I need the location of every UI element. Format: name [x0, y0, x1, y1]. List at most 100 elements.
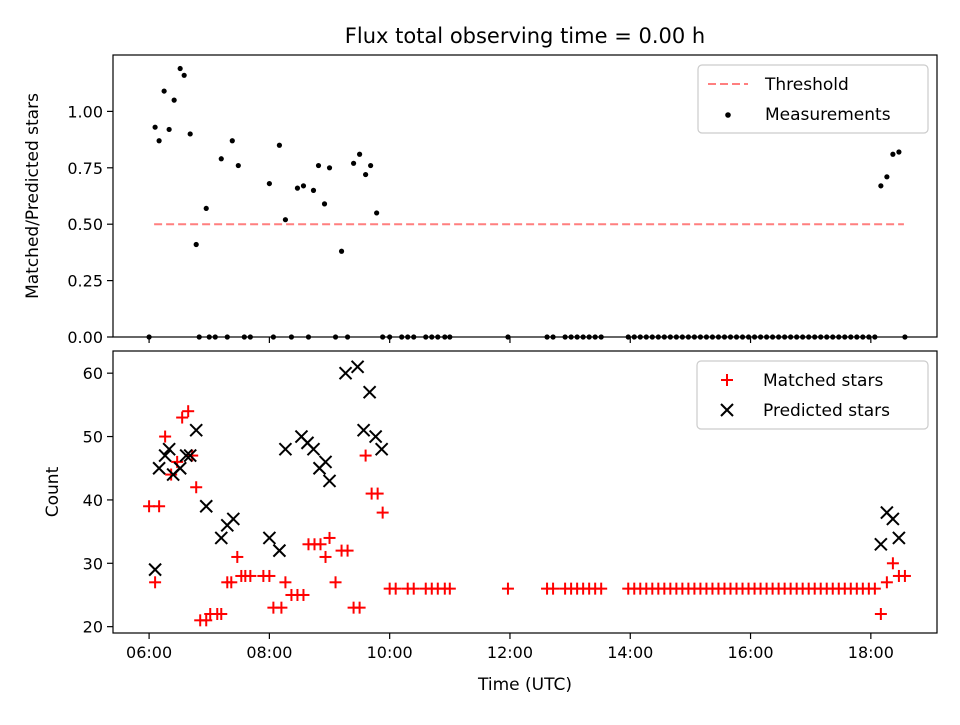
y-axis-label-count: Count: [43, 466, 63, 517]
top-ytick-label: 0.00: [67, 328, 103, 347]
bottom-xtick-label: 10:00: [367, 643, 413, 662]
predicted-star-point: [272, 543, 287, 558]
predicted-star-point: [173, 461, 187, 475]
measurement-point: [276, 142, 283, 148]
measurement-point: [363, 171, 369, 178]
bottom-ytick-label: 60: [83, 364, 103, 383]
measurement-point: [203, 205, 209, 212]
top-axis-ticks: 0.00 0.25 0.50 0.75 1.00: [67, 102, 872, 347]
measurement-point: [338, 248, 345, 254]
predicted-star-point: [278, 442, 293, 456]
matched-star-point: [353, 601, 366, 614]
matched-star-point: [153, 500, 166, 513]
predicted-star-point: [162, 442, 176, 456]
predicted-star-point: [338, 366, 353, 380]
measurement-point: [315, 162, 322, 169]
top-ytick-label: 0.50: [67, 215, 103, 234]
matched-star-point: [176, 411, 189, 424]
measurement-point: [321, 201, 328, 207]
measurement-point: [878, 183, 884, 189]
predicted-star-point: [318, 455, 333, 469]
matched-star-point: [886, 557, 899, 570]
matched-star-point: [407, 582, 420, 595]
measurement-point: [282, 217, 289, 223]
predicted-star-point: [179, 448, 193, 463]
matched-star-point: [200, 614, 213, 627]
matched-star-point: [143, 500, 156, 513]
measurement-point: [294, 185, 301, 191]
measurement-point: [884, 174, 890, 180]
bottom-xtick-label: 12:00: [487, 643, 533, 662]
y-axis-label-ratio: Matched/Predicted stars: [23, 93, 43, 299]
predicted-star-point: [189, 423, 203, 437]
bottom-ytick-label: 50: [83, 428, 103, 447]
predicted-star-point: [214, 531, 228, 545]
bottom-legend: Matched stars Predicted stars: [696, 360, 929, 430]
predicted-star-point: [262, 531, 277, 545]
bottom-axis-ticks: 20 30 40 50 60 06:00 08:00 10:00 12:00 14:00 16:00…: [83, 364, 894, 662]
matched-star-point: [182, 405, 195, 418]
measurement-point: [181, 72, 187, 78]
matched-star-point: [389, 582, 402, 595]
matched-star-point: [371, 487, 384, 500]
measurement-point: [374, 210, 380, 216]
matched-star-point: [186, 449, 199, 462]
predicted-star-point: [148, 562, 162, 577]
x-axis-label-time: Time (UTC): [477, 675, 572, 695]
measurement-point: [896, 149, 902, 155]
matched-star-point: [595, 582, 608, 595]
matched-star-point: [376, 506, 389, 519]
measurement-point: [171, 97, 177, 103]
measurement-point: [368, 162, 374, 169]
bottom-axes-frame: [112, 350, 938, 634]
matched-star-point: [215, 607, 228, 620]
measurement-point: [300, 183, 307, 189]
matched-star-point: [159, 430, 172, 443]
predicted-star-point: [350, 360, 365, 374]
chart-title: Flux total observing time = 0.00 h: [345, 24, 705, 48]
matched-star-point: [359, 449, 372, 462]
top-ytick-label: 1.00: [67, 102, 103, 121]
top-legend: Threshold Measurements: [697, 64, 929, 134]
predicted-star-point: [183, 448, 197, 463]
predicted-star-point: [374, 442, 389, 456]
matched-star-point: [231, 550, 244, 563]
legend-matched-label: Matched stars: [763, 371, 883, 391]
matched-star-point: [244, 569, 257, 582]
matched-star-point: [323, 531, 336, 544]
measurement-point: [161, 88, 167, 94]
matched-star-point: [341, 544, 354, 557]
predicted-star-point: [362, 385, 377, 399]
matched-star-point: [880, 576, 893, 589]
bottom-xtick-label: 06:00: [126, 643, 172, 662]
legend-measurements-swatch: [725, 112, 731, 118]
matched-star-point: [297, 588, 310, 601]
measurement-point: [235, 162, 241, 169]
measurement-point: [152, 124, 158, 130]
measurement-point: [166, 126, 172, 133]
legend-matched-swatch: [721, 374, 733, 386]
matched-star-point: [874, 607, 887, 620]
predicted-star-point: [892, 531, 906, 545]
measurement-point: [218, 156, 224, 162]
bottom-xtick-label: 16:00: [727, 643, 773, 662]
measurement-point: [187, 131, 193, 137]
top-ytick-label: 0.25: [67, 272, 103, 291]
bottom-legend-box: [696, 360, 929, 430]
measurement-point: [350, 160, 357, 166]
matched-star-point: [225, 576, 238, 589]
top-ytick-label: 0.75: [67, 159, 103, 178]
matched-star-point: [547, 582, 560, 595]
predicted-star-point: [886, 512, 900, 526]
matched-star-point: [443, 582, 456, 595]
measurement-point: [229, 138, 235, 144]
bottom-ytick-label: 30: [83, 554, 103, 573]
legend-predicted-label: Predicted stars: [763, 401, 890, 421]
matched-star-point: [898, 569, 911, 582]
matched-star-point: [190, 481, 203, 494]
matched-star-point: [868, 582, 881, 595]
top-legend-box: [697, 64, 929, 134]
top-axes-frame: [112, 54, 938, 338]
bottom-ytick-label: 20: [83, 618, 103, 637]
